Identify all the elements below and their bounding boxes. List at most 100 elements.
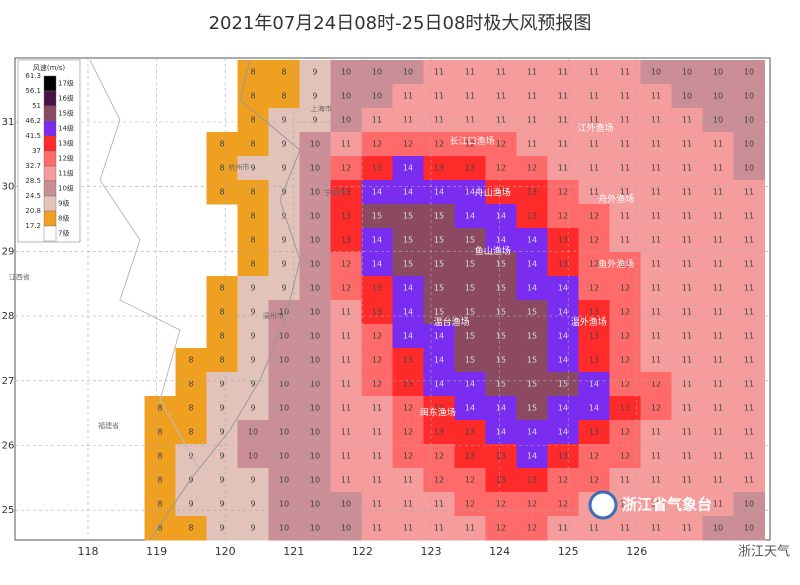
wind-cell	[578, 300, 610, 325]
wind-cell	[547, 228, 579, 253]
wind-level: 12	[589, 236, 599, 245]
wind-cell	[640, 204, 672, 229]
wind-level: 10	[310, 356, 320, 365]
legend-swatch	[43, 165, 57, 182]
wind-level: 10	[744, 140, 754, 149]
wind-cell	[392, 108, 424, 133]
wind-level: 14	[403, 188, 413, 197]
wind-cell	[485, 300, 517, 325]
wind-level: 9	[281, 284, 286, 293]
wind-level: 9	[250, 332, 255, 341]
wind-level: 11	[620, 164, 630, 173]
wind-level: 11	[372, 116, 382, 125]
wind-level: 8	[250, 140, 255, 149]
wind-level: 14	[403, 308, 413, 317]
sea-area-label: 温外渔场	[571, 316, 607, 328]
wind-cell	[454, 300, 486, 325]
wind-level: 12	[620, 380, 630, 389]
wind-cell	[671, 324, 703, 349]
wind-cell	[423, 348, 455, 373]
x-tick-label: 123	[421, 545, 442, 558]
wind-level: 10	[310, 524, 320, 533]
wind-cell	[640, 228, 672, 253]
wind-cell	[671, 60, 703, 85]
wind-level: 11	[682, 428, 692, 437]
wind-cell	[299, 420, 331, 445]
wind-cell	[330, 228, 362, 253]
wind-cell	[392, 516, 424, 541]
wind-cell	[361, 276, 393, 301]
wind-level: 10	[279, 452, 289, 461]
wind-cell	[609, 228, 641, 253]
wind-level: 10	[682, 68, 692, 77]
wind-level: 13	[465, 452, 475, 461]
wind-cell	[361, 444, 393, 469]
legend-level: 12级	[58, 154, 74, 163]
wind-level: 13	[620, 404, 630, 413]
wind-level: 9	[281, 260, 286, 269]
wind-level: 10	[310, 164, 320, 173]
wind-cell	[485, 180, 517, 205]
wind-level: 9	[219, 452, 224, 461]
wind-level: 11	[651, 92, 661, 101]
wind-cell	[516, 60, 548, 85]
wind-level: 11	[744, 260, 754, 269]
legend-level: 15级	[58, 109, 74, 118]
wind-cell	[516, 372, 548, 397]
legend-level: 17级	[58, 79, 74, 88]
wind-level: 12	[341, 284, 351, 293]
wind-level: 10	[279, 332, 289, 341]
wind-cell	[640, 348, 672, 373]
wind-cell	[702, 468, 734, 493]
wind-level: 11	[713, 476, 723, 485]
wind-level: 12	[372, 356, 382, 365]
wind-cell	[237, 156, 269, 181]
wind-cell	[485, 252, 517, 277]
wind-level: 14	[527, 236, 537, 245]
wind-level: 8	[219, 140, 224, 149]
place-label: 温州市	[263, 311, 284, 320]
wind-level: 9	[281, 188, 286, 197]
wind-level: 14	[527, 284, 537, 293]
wind-cell	[547, 372, 579, 397]
wind-cell	[609, 60, 641, 85]
wind-cell	[268, 228, 300, 253]
wind-level: 9	[219, 380, 224, 389]
wind-cell	[392, 276, 424, 301]
wind-level: 10	[310, 428, 320, 437]
wind-level: 8	[250, 212, 255, 221]
wind-level: 15	[465, 236, 475, 245]
wind-level: 9	[250, 404, 255, 413]
wind-cell	[454, 324, 486, 349]
wind-cell	[578, 444, 610, 469]
wind-cell	[547, 300, 579, 325]
wind-level: 11	[744, 308, 754, 317]
wind-level: 10	[651, 68, 661, 77]
legend-swatch	[43, 105, 57, 122]
wind-level: 11	[403, 476, 413, 485]
wind-cell	[206, 396, 238, 421]
wind-level: 11	[651, 332, 661, 341]
wind-cell	[454, 348, 486, 373]
legend-level: 11级	[58, 169, 74, 178]
wind-level: 11	[372, 404, 382, 413]
wind-level: 11	[558, 92, 568, 101]
wind-cell	[485, 444, 517, 469]
wind-level: 11	[713, 236, 723, 245]
wind-cell	[268, 252, 300, 277]
wind-level: 12	[589, 212, 599, 221]
wind-level: 9	[250, 284, 255, 293]
province-border	[89, 59, 201, 471]
wind-cell	[516, 204, 548, 229]
wind-cell	[454, 252, 486, 277]
wind-cell	[299, 372, 331, 397]
wind-level: 10	[372, 68, 382, 77]
wind-cell	[330, 60, 362, 85]
wind-level: 10	[310, 308, 320, 317]
wind-cell	[640, 468, 672, 493]
wind-cell	[609, 396, 641, 421]
wind-cell	[144, 420, 176, 445]
wind-cell	[392, 228, 424, 253]
wind-level: 11	[403, 92, 413, 101]
wind-level: 11	[651, 236, 661, 245]
